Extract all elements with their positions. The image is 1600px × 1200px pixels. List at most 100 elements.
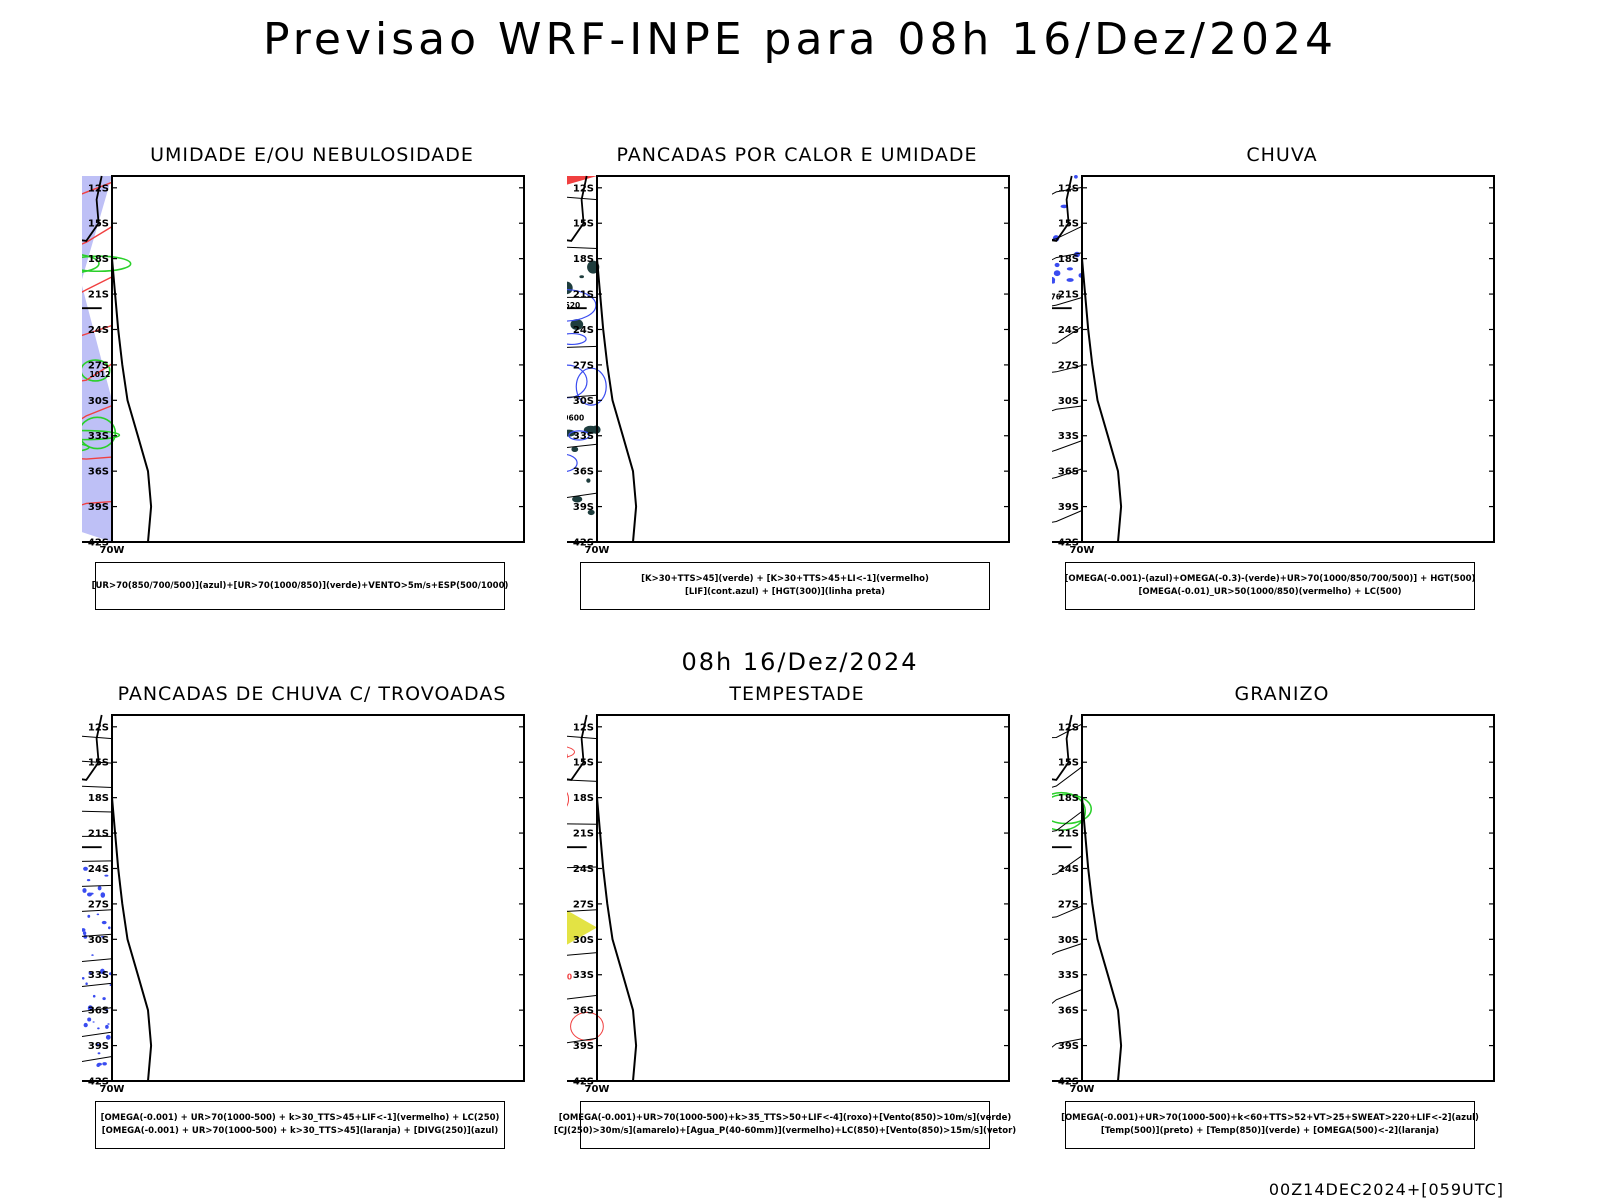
state-border — [82, 175, 103, 242]
temp850-contours — [1052, 791, 1092, 831]
plot-frame — [596, 175, 1010, 543]
lat-tick-label: 27S — [573, 360, 594, 371]
plot-area — [112, 715, 524, 1081]
lon-tick-label: 70W — [100, 1084, 125, 1095]
map-boundaries — [567, 714, 638, 1082]
contour-line — [1052, 510, 1083, 523]
lat-tick-label: 27S — [88, 899, 109, 910]
field-blob — [86, 879, 91, 882]
lat-tick-label: 33S — [88, 970, 109, 981]
lat-tick-label: 33S — [1058, 970, 1079, 981]
coastline — [567, 258, 638, 543]
streamline — [82, 810, 113, 813]
lat-tick-label: 18S — [573, 254, 594, 265]
state-border — [567, 307, 587, 310]
plot-frame — [596, 714, 1010, 1082]
legend-line: [OMEGA(-0.001) + UR>70(1000-500) + k>30_… — [101, 1126, 499, 1136]
field-blob — [101, 971, 106, 974]
state-border — [1052, 846, 1072, 849]
field-blob — [97, 1052, 101, 1055]
lat-tick-label: 42S — [1058, 1077, 1079, 1088]
state-border — [567, 846, 587, 849]
panel-title: PANCADAS DE CHUVA C/ TROVOADAS — [117, 683, 507, 705]
contour-line — [570, 1011, 604, 1041]
field-blob — [105, 1008, 108, 1012]
legend-line: [K>30+TTS>45](verde) + [K>30+TTS>45+LI<-… — [641, 574, 929, 584]
lat-tick-label: 12S — [573, 722, 594, 733]
plot-area — [112, 176, 524, 542]
lon-tick-label: 70W — [1070, 1084, 1095, 1095]
contour-line — [82, 255, 132, 273]
field-blob — [92, 1021, 95, 1023]
precip-water-contours — [567, 746, 604, 1041]
legend-box: [OMEGA(-0.001)-(azul)+OMEGA(-0.3)-(verde… — [1065, 562, 1475, 610]
lat-tick-label: 15S — [1058, 219, 1079, 230]
state-border — [1052, 307, 1072, 310]
streamline — [567, 345, 598, 348]
contour-label: 40 — [567, 972, 572, 981]
page-title: Previsao WRF-INPE para 08h 16/Dez/2024 — [263, 14, 1337, 65]
contour-label: 40 — [567, 752, 568, 761]
legend-line: [OMEGA(-0.001) + UR>70(1000-500) + k>30_… — [100, 1113, 500, 1123]
field-blob — [579, 275, 584, 279]
lat-tick-label: 24S — [573, 864, 594, 875]
contour-line — [567, 454, 578, 472]
lat-tick-label: 21S — [1058, 290, 1079, 301]
lat-tick-label: 24S — [88, 864, 109, 875]
lat-tick-label: 30S — [573, 396, 594, 407]
field-blob — [95, 1043, 100, 1046]
lat-tick-label: 36S — [88, 1006, 109, 1017]
legend-box: [OMEGA(-0.001)+UR>70(1000-500)+k<60+TTS>… — [1061, 1101, 1479, 1149]
lat-tick-label: 39S — [573, 1041, 594, 1052]
lat-tick-label: 27S — [1058, 360, 1079, 371]
run-stamp: 00Z14DEC2024+[059UTC] — [1268, 1180, 1504, 1199]
map-plot: 58258257657056456457057658712S15S18S21S2… — [1052, 175, 1495, 556]
field-blob — [97, 1027, 100, 1030]
lat-tick-label: 24S — [88, 325, 109, 336]
streamline — [82, 958, 113, 962]
field-blob — [1066, 267, 1073, 271]
plot-area — [1082, 176, 1494, 542]
lat-tick-label: 18S — [88, 254, 109, 265]
plot-area — [1082, 715, 1494, 1081]
lat-tick-label: 33S — [1058, 431, 1079, 442]
lat-tick-label: 39S — [88, 1041, 109, 1052]
streamline — [567, 952, 598, 956]
panel-title: GRANIZO — [1234, 683, 1330, 705]
lat-tick-label: 33S — [573, 431, 594, 442]
field-blob — [97, 885, 102, 891]
contour-line — [568, 430, 590, 441]
panel-trovoadas: PANCADAS DE CHUVA C/ TROVOADAS 12S 15S 18S… — [82, 683, 542, 1183]
streamline — [82, 860, 113, 862]
lat-tick-label: 39S — [573, 502, 594, 513]
state-border — [82, 846, 102, 849]
map-plot: -12-12-18-18151515151512S15S18S21S24S27S… — [1052, 714, 1495, 1095]
lat-tick-label: 15S — [573, 758, 594, 769]
state-border — [82, 714, 103, 781]
contour-line — [575, 367, 607, 406]
legend-line: [Temp(500)](preto) + [Temp(850)](verde) … — [1100, 1126, 1440, 1136]
field-blob — [105, 1034, 111, 1040]
lat-tick-label: 24S — [573, 325, 594, 336]
field-blob — [83, 1022, 88, 1028]
legend-line: [OMEGA(-0.001)+UR>70(1000-500)+k>35_TTS>… — [558, 1113, 1012, 1123]
streamline — [567, 823, 598, 825]
field-blob — [88, 971, 92, 975]
lat-tick-label: 21S — [1058, 829, 1079, 840]
map-boundaries — [82, 714, 153, 1082]
field-blob — [586, 478, 591, 483]
panel-tempestade: TEMPESTADE 404040404012S15S18S21S24S27S3… — [554, 683, 1027, 1183]
contour-line — [82, 429, 121, 441]
lat-tick-label: 12S — [573, 183, 594, 194]
panel-title: CHUVA — [1246, 144, 1318, 166]
field-blob — [1066, 278, 1074, 282]
lat-tick-label: 12S — [88, 183, 109, 194]
field-blob — [82, 888, 87, 893]
lat-tick-label: 18S — [573, 793, 594, 804]
lat-tick-label: 36S — [88, 467, 109, 478]
field-blob — [87, 914, 91, 918]
lat-tick-label: 27S — [573, 899, 594, 910]
axes: 12S15S18S21S24S27S30S33S36S39S42S70W65W6… — [573, 176, 1009, 556]
axes: 12S15S18S21S24S27S30S33S36S39S42S70W65W6… — [1058, 715, 1494, 1095]
field-blob — [101, 920, 107, 925]
